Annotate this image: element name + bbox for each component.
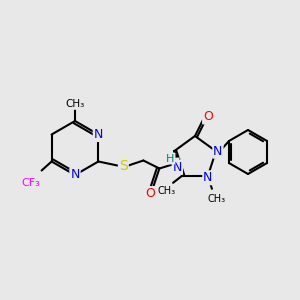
Text: CH₃: CH₃	[157, 186, 175, 196]
Text: N: N	[70, 169, 80, 182]
Text: O: O	[146, 187, 155, 200]
Text: N: N	[173, 161, 182, 174]
Text: N: N	[203, 171, 213, 184]
Text: O: O	[203, 110, 213, 124]
Text: S: S	[119, 160, 128, 173]
Text: N: N	[94, 128, 103, 141]
Text: N: N	[213, 145, 223, 158]
Text: CH₃: CH₃	[208, 194, 226, 204]
Text: H: H	[166, 154, 175, 164]
Text: CF₃: CF₃	[21, 178, 40, 188]
Text: CH₃: CH₃	[65, 99, 85, 109]
Text: H: H	[173, 158, 182, 169]
